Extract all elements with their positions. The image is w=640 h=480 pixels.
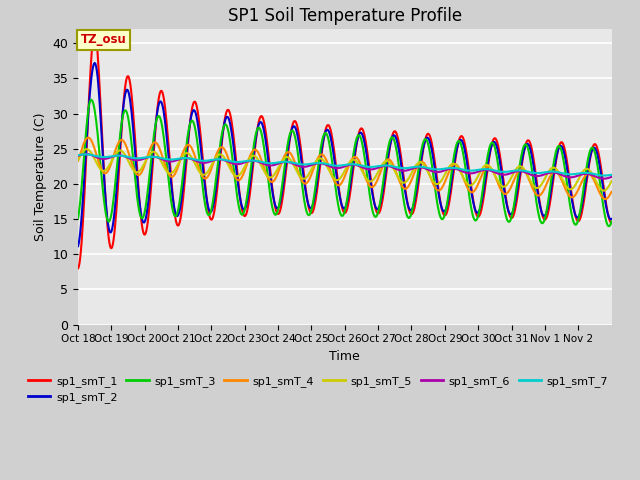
Y-axis label: Soil Temperature (C): Soil Temperature (C)	[34, 113, 47, 241]
Text: TZ_osu: TZ_osu	[81, 34, 127, 47]
Legend: sp1_smT_1, sp1_smT_2, sp1_smT_3, sp1_smT_4, sp1_smT_5, sp1_smT_6, sp1_smT_7: sp1_smT_1, sp1_smT_2, sp1_smT_3, sp1_smT…	[24, 372, 612, 408]
Title: SP1 Soil Temperature Profile: SP1 Soil Temperature Profile	[228, 7, 462, 25]
X-axis label: Time: Time	[330, 350, 360, 363]
